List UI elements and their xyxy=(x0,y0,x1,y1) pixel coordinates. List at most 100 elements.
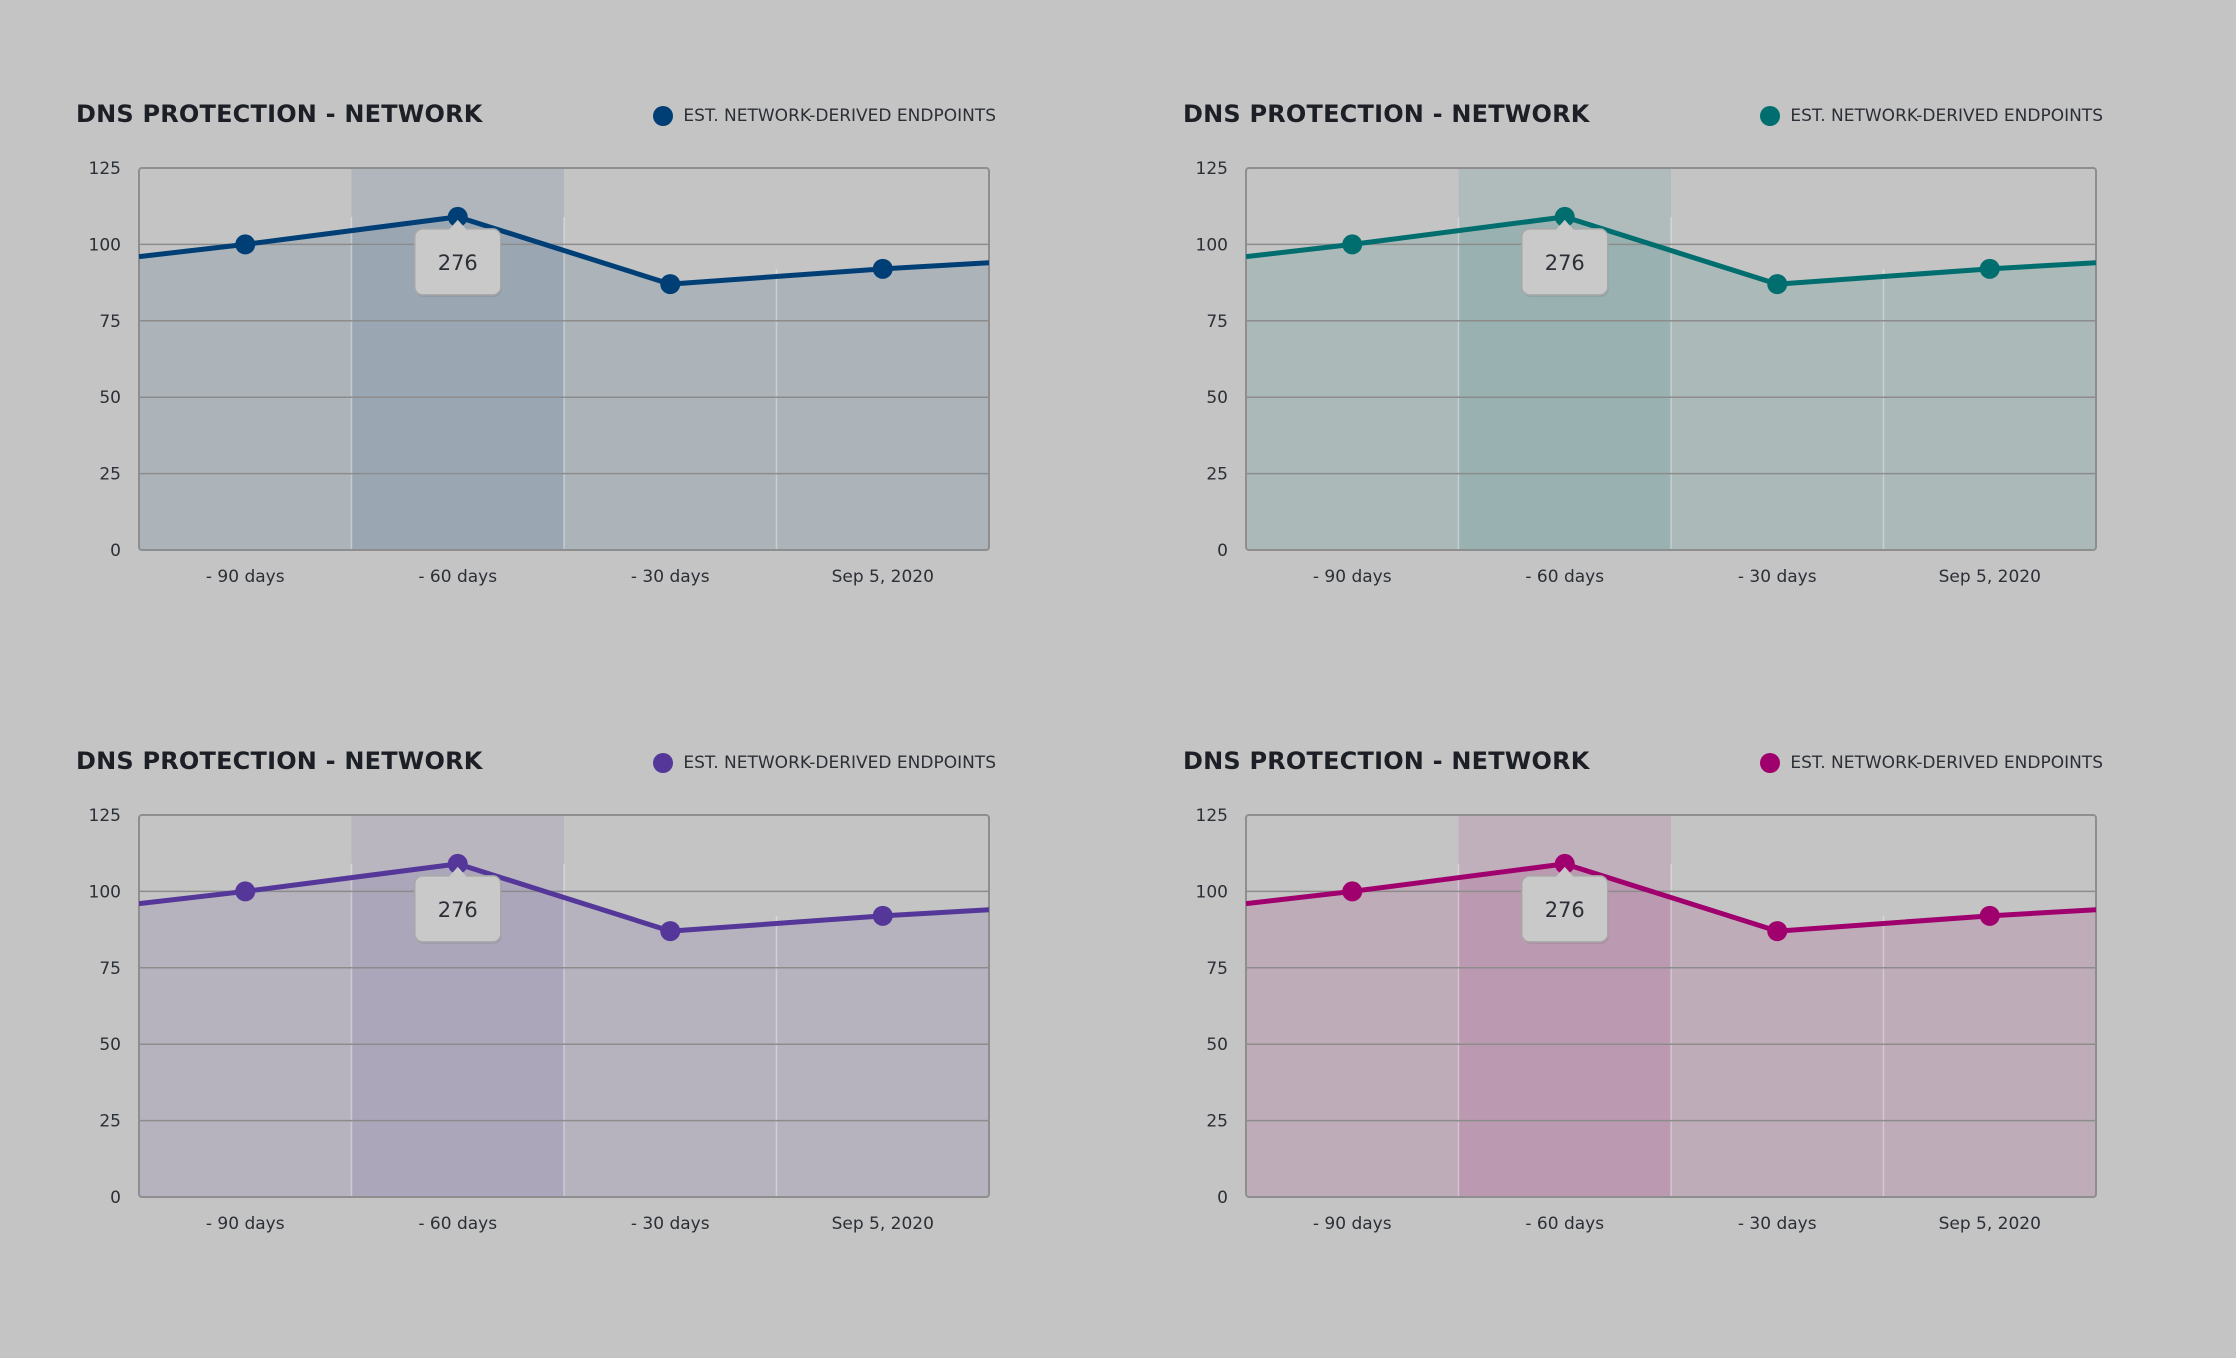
area-fill xyxy=(139,216,989,550)
data-point xyxy=(235,881,256,902)
tooltip: 276 xyxy=(414,866,502,944)
y-tick-label: 75 xyxy=(1206,959,1228,979)
data-point xyxy=(447,206,468,227)
x-tick-label: - 60 days xyxy=(1525,1214,1604,1234)
legend-marker-icon xyxy=(653,753,674,773)
y-tick-label: 50 xyxy=(1206,1035,1228,1055)
x-tick-label: - 30 days xyxy=(1738,567,1817,587)
legend-label: EST. NETWORK-DERIVED ENDPOINTS xyxy=(1790,106,2103,126)
data-point xyxy=(1767,921,1788,942)
x-tick-label: Sep 5, 2020 xyxy=(1939,1214,2041,1234)
chart-legend[interactable]: EST. NETWORK-DERIVED ENDPOINTS xyxy=(1760,104,2103,128)
chart-plot[interactable]: 0 25 50 75 100 125 - 90 days - 60 days - 30 days… xyxy=(1183,787,2103,1307)
series-line xyxy=(1246,861,2096,934)
data-point xyxy=(1342,881,1363,902)
chart-title: DNS PROTECTION - NETWORK xyxy=(76,100,483,128)
tooltip-value: 276 xyxy=(1545,898,1585,922)
area-fill xyxy=(139,863,989,1197)
y-tick-label: 75 xyxy=(1206,312,1228,332)
y-tick-label: 0 xyxy=(1217,541,1228,561)
y-tick-label: 50 xyxy=(99,388,121,408)
tooltip-value: 276 xyxy=(1545,251,1585,275)
series-line xyxy=(139,214,989,287)
data-point xyxy=(872,905,893,926)
data-point xyxy=(1554,853,1575,874)
tooltip: 276 xyxy=(414,219,502,297)
data-point xyxy=(660,921,681,942)
chart-legend[interactable]: EST. NETWORK-DERIVED ENDPOINTS xyxy=(1760,751,2103,775)
y-tick-label: 0 xyxy=(1217,1188,1228,1208)
area-fill xyxy=(1246,863,2096,1197)
plot-border xyxy=(138,167,990,551)
y-tick-label: 25 xyxy=(99,465,121,485)
x-tick-label: - 60 days xyxy=(418,1214,497,1234)
x-tick-label: - 90 days xyxy=(206,567,285,587)
tooltip-pointer xyxy=(448,866,467,877)
tooltip-value: 276 xyxy=(438,251,478,275)
x-tick-label: - 30 days xyxy=(631,567,710,587)
tooltip: 276 xyxy=(1521,219,1609,297)
y-tick-label: 25 xyxy=(1206,1112,1228,1132)
plot-background xyxy=(139,168,989,550)
x-tick-label: - 60 days xyxy=(418,567,497,587)
y-tick-label: 100 xyxy=(1196,235,1228,255)
data-point xyxy=(1979,905,2000,926)
area-fill xyxy=(1246,216,2096,550)
data-point xyxy=(447,853,468,874)
y-tick-label: 75 xyxy=(99,312,121,332)
plot-background xyxy=(1246,168,2096,550)
data-point xyxy=(1342,234,1363,255)
data-point xyxy=(660,274,681,295)
legend-label: EST. NETWORK-DERIVED ENDPOINTS xyxy=(683,753,996,773)
chart-panel-3: DNS PROTECTION - NETWORK EST. NETWORK-DE… xyxy=(76,747,996,1307)
x-tick-label: Sep 5, 2020 xyxy=(832,1214,934,1234)
y-tick-label: 125 xyxy=(1196,806,1228,826)
data-point xyxy=(872,258,893,279)
tooltip-pointer xyxy=(448,219,467,230)
y-tick-label: 125 xyxy=(89,159,121,179)
legend-marker-icon xyxy=(653,106,674,126)
x-tick-label: - 30 days xyxy=(631,1214,710,1234)
plot-border xyxy=(1245,814,2097,1198)
legend-marker-icon xyxy=(1760,753,1781,773)
x-tick-label: - 90 days xyxy=(206,1214,285,1234)
y-tick-label: 125 xyxy=(1196,159,1228,179)
chart-plot[interactable]: 0 25 50 75 100 125 - 90 days - 60 days - 30 days… xyxy=(1183,140,2103,660)
y-tick-label: 50 xyxy=(99,1035,121,1055)
x-tick-label: - 30 days xyxy=(1738,1214,1817,1234)
x-tick-label: Sep 5, 2020 xyxy=(832,567,934,587)
plot-background xyxy=(1246,815,2096,1197)
tooltip: 276 xyxy=(1521,866,1609,944)
legend-label: EST. NETWORK-DERIVED ENDPOINTS xyxy=(683,106,996,126)
x-tick-label: - 60 days xyxy=(1525,567,1604,587)
chart-legend[interactable]: EST. NETWORK-DERIVED ENDPOINTS xyxy=(653,751,996,775)
chart-legend[interactable]: EST. NETWORK-DERIVED ENDPOINTS xyxy=(653,104,996,128)
y-tick-label: 0 xyxy=(110,541,121,561)
chart-plot[interactable]: 0 25 50 75 100 125 - 90 days - 60 days - 30 days… xyxy=(76,140,996,660)
y-tick-label: 50 xyxy=(1206,388,1228,408)
chart-title: DNS PROTECTION - NETWORK xyxy=(1183,100,1590,128)
tooltip-value: 276 xyxy=(438,898,478,922)
chart-plot[interactable]: 0 25 50 75 100 125 - 90 days - 60 days - 30 days… xyxy=(76,787,996,1307)
chart-panel-1: DNS PROTECTION - NETWORK EST. NETWORK-DE… xyxy=(76,100,996,660)
plot-border xyxy=(138,814,990,1198)
data-point xyxy=(1979,258,2000,279)
plot-border xyxy=(1245,167,2097,551)
x-tick-label: Sep 5, 2020 xyxy=(1939,567,2041,587)
chart-title: DNS PROTECTION - NETWORK xyxy=(76,747,483,775)
legend-label: EST. NETWORK-DERIVED ENDPOINTS xyxy=(1790,753,2103,773)
series-line xyxy=(1246,214,2096,287)
tooltip-pointer xyxy=(1555,219,1574,230)
x-tick-label: - 90 days xyxy=(1313,1214,1392,1234)
y-tick-label: 125 xyxy=(89,806,121,826)
data-point xyxy=(235,234,256,255)
series-line xyxy=(139,861,989,934)
plot-background xyxy=(139,815,989,1197)
y-tick-label: 25 xyxy=(1206,465,1228,485)
y-tick-label: 100 xyxy=(1196,882,1228,902)
y-tick-label: 75 xyxy=(99,959,121,979)
chart-panel-4: DNS PROTECTION - NETWORK EST. NETWORK-DE… xyxy=(1183,747,2103,1307)
x-tick-label: - 90 days xyxy=(1313,567,1392,587)
y-tick-label: 0 xyxy=(110,1188,121,1208)
y-tick-label: 100 xyxy=(89,235,121,255)
